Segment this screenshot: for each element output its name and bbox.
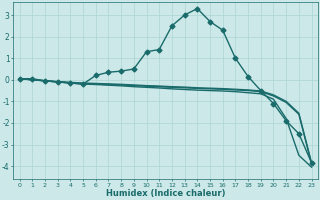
X-axis label: Humidex (Indice chaleur): Humidex (Indice chaleur) [106, 189, 225, 198]
